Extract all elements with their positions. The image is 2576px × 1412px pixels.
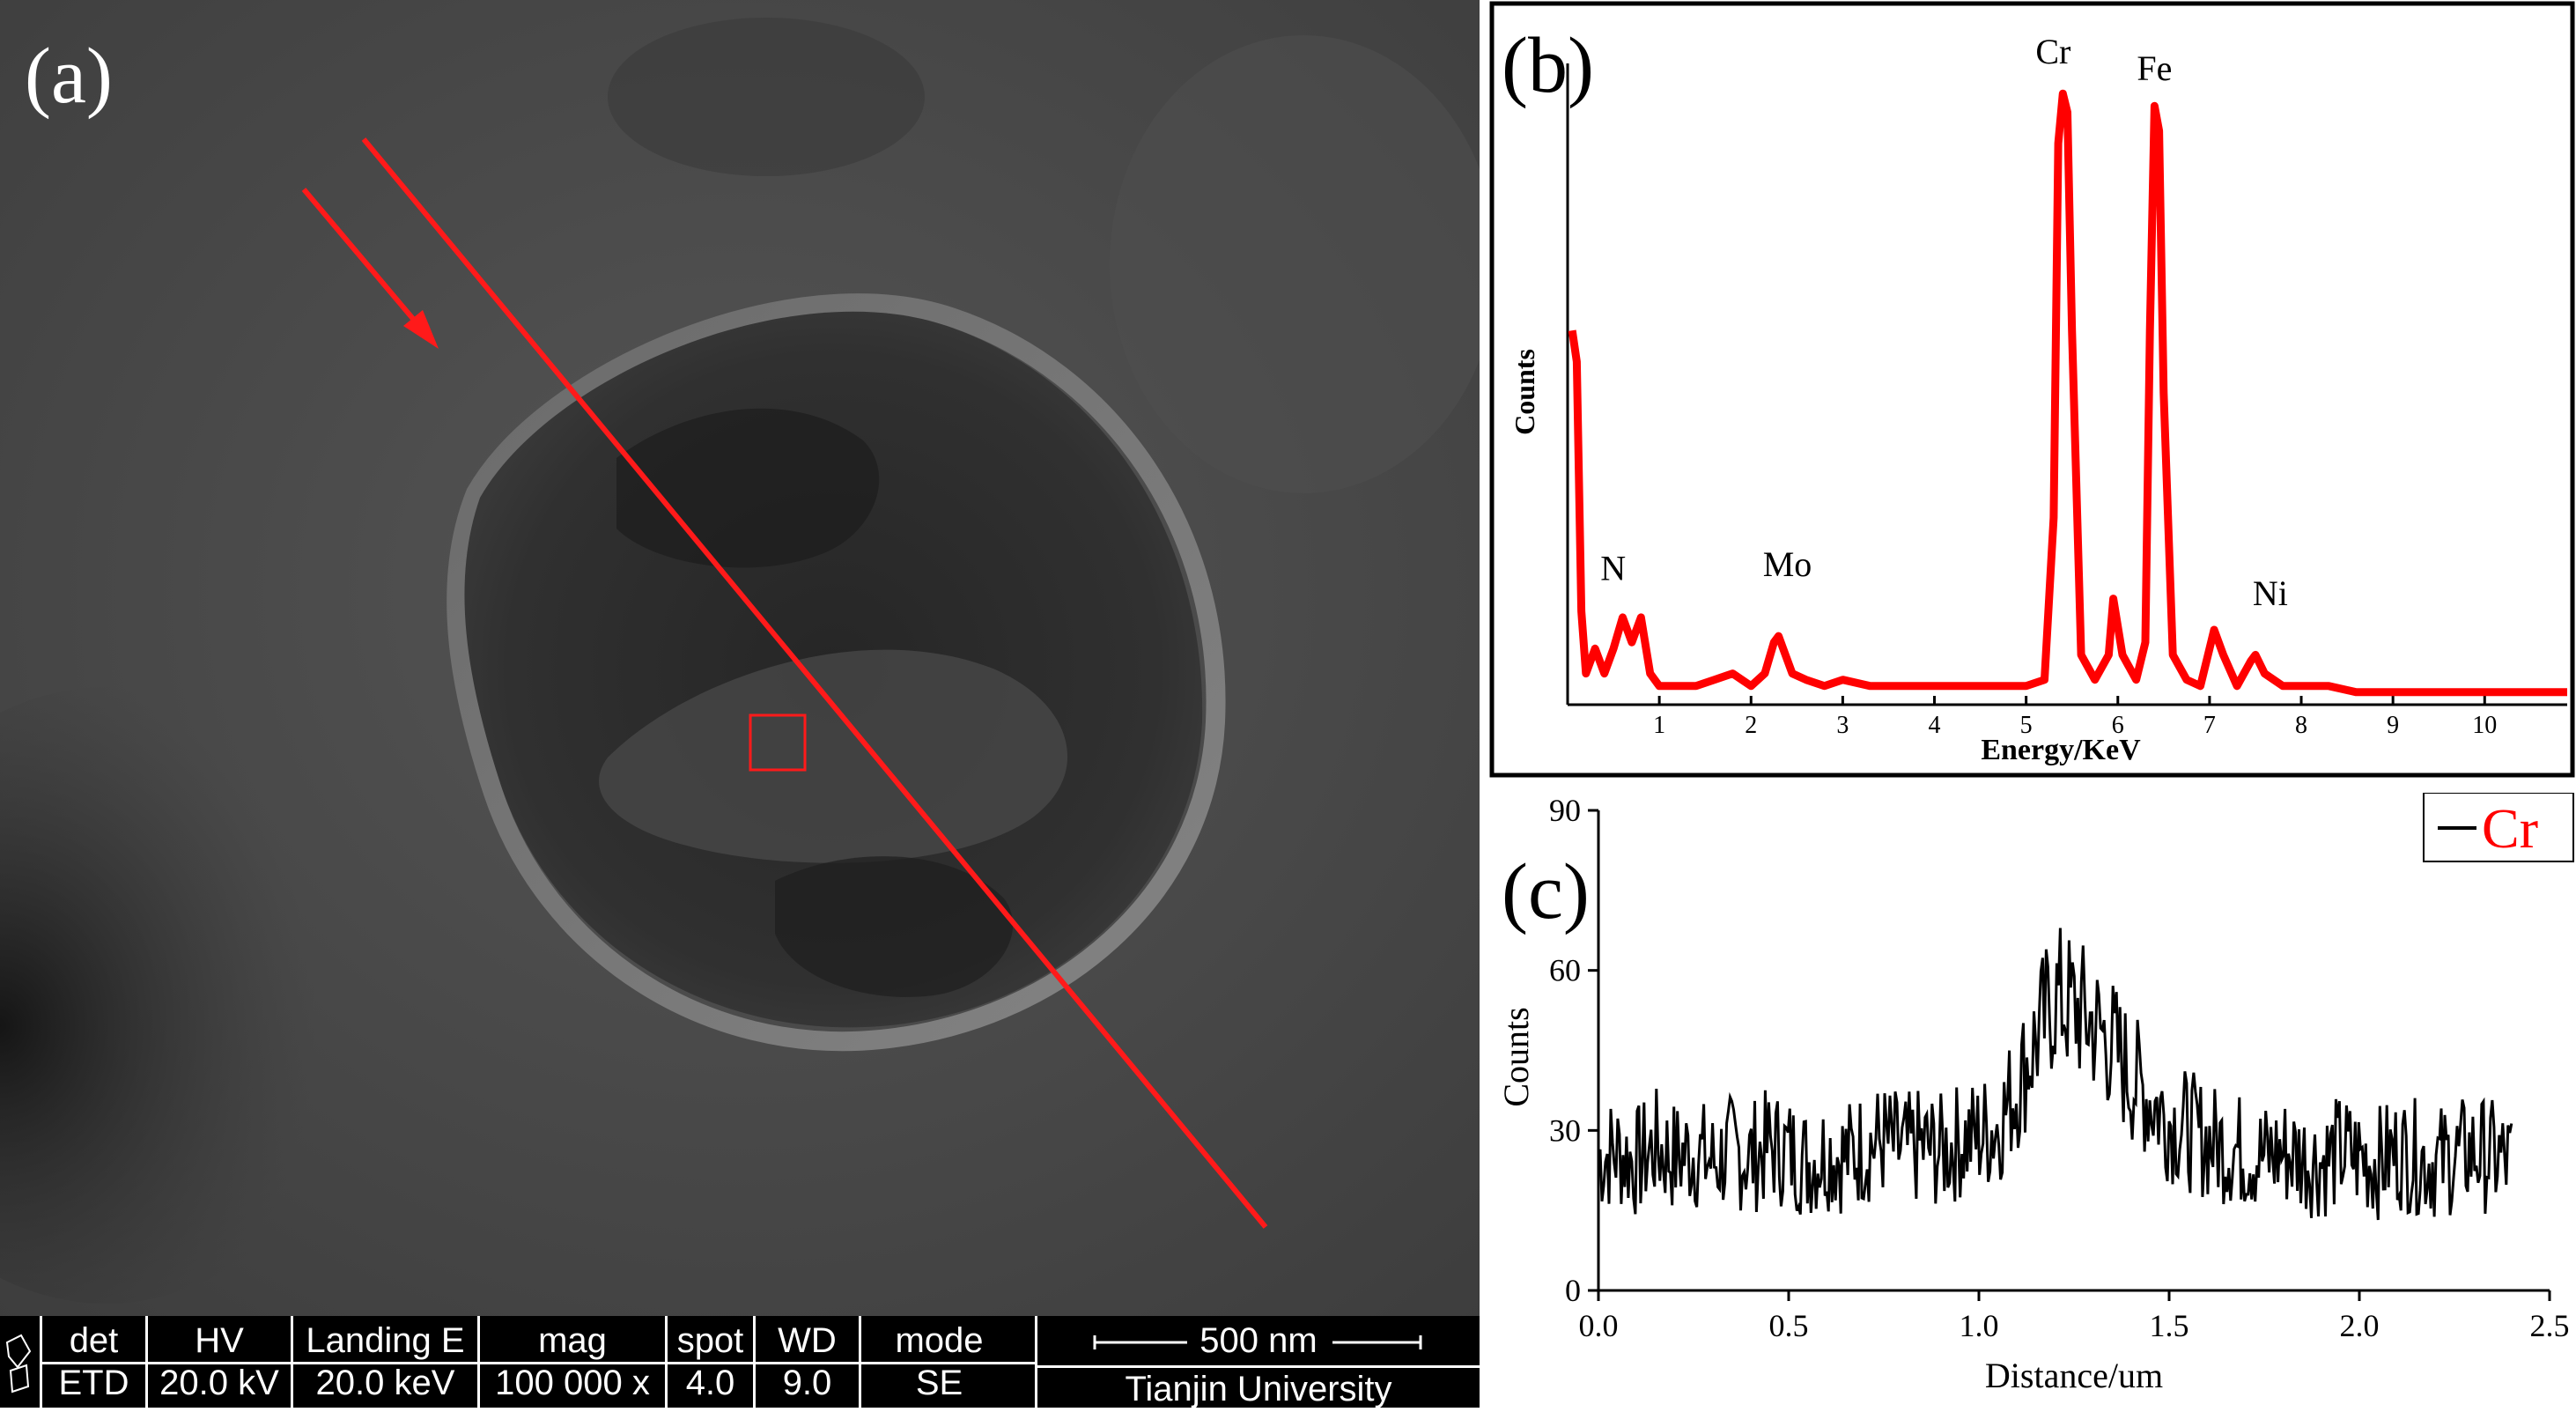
dark-region-left [0,687,370,1304]
peak-label-cr: Cr [2035,32,2070,71]
y-axis-label: Counts [1496,1007,1536,1106]
sem-logo-cell [0,1316,37,1408]
peak-label-ni: Ni [2253,573,2288,613]
panel-label-b: (b) [1502,22,1594,109]
x-tick-label: 1.5 [2150,1308,2189,1343]
y-tick-label: 60 [1549,953,1581,988]
sem-column-landing-e: Landing E 20.0 keV [291,1316,477,1408]
y-tick-label: 0 [1565,1273,1581,1308]
x-axis-label: Distance/um [1985,1356,2163,1395]
peak-label-mo: Mo [1763,544,1812,584]
x-tick-label: 2.0 [2340,1308,2380,1343]
sem-column-header: WD [778,1321,837,1360]
cr-line-scan [1597,928,2513,1221]
sem-column-header: spot [676,1321,744,1360]
sem-column-value: 100 000 x [495,1364,650,1402]
line-scan-panel: 0.0 0.5 1.0 1.5 2.0 2.5 0 30 60 90 Cr Distance/um Co… [1488,792,2576,1408]
legend: Cr [2423,792,2574,862]
scale-bar [1093,1323,1422,1362]
sem-divider [40,1362,1035,1364]
sem-column-value: ETD [58,1364,129,1402]
x-tick-label: 8 [2295,712,2307,739]
fei-logo-icon [5,1334,32,1394]
sem-column-wd: WD 9.0 mm [753,1316,859,1408]
sem-column-header: det [69,1321,119,1360]
sem-column-value: 9.0 mm [778,1364,837,1408]
peak-label-n: N [1600,549,1626,588]
sem-column-header: Landing E [306,1321,465,1360]
y-tick-label: 90 [1549,793,1581,828]
x-tick-label: 1 [1653,712,1665,739]
y-tick-label: 30 [1549,1113,1581,1148]
legend-label: Cr [2482,797,2538,860]
x-tick-label: 0.0 [1579,1308,1619,1343]
x-tick-label: 7 [2203,712,2216,739]
y-axis-label: Counts [1509,349,1540,435]
sem-column-mode: mode SE [859,1316,1017,1408]
x-tick-label: 4 [1929,712,1941,739]
x-tick-label: 5 [2020,712,2033,739]
sem-column-value: 20.0 kV [159,1364,279,1402]
sem-column-value: 4.0 [685,1364,735,1402]
x-tick-label: 9 [2387,712,2399,739]
sem-column-mag: mag 100 000 x [477,1316,665,1408]
x-axis-label: Energy/KeV [1981,734,2141,766]
inclusion-band [599,649,1068,863]
x-tick-label: 10 [2472,712,2497,739]
x-tick-label: 1.0 [1960,1308,1999,1343]
sem-column-value: 20.0 keV [315,1364,455,1402]
x-tick-label: 0.5 [1769,1308,1809,1343]
scale-bar-label: 500 nm [1199,1321,1318,1360]
x-tick-label: 2 [1745,712,1757,739]
sem-column-header: mode [895,1321,984,1360]
x-tick-label: 6 [2112,712,2124,739]
scale-bar-cell: 500 nm Tianjin University [1035,1316,1480,1408]
eds-spot-box [749,713,807,772]
chart-frame [1489,1,2575,778]
scan-direction-arrow [301,188,425,332]
sem-column-header: HV [195,1321,244,1360]
line-scan-path [361,137,1268,1229]
sem-micrograph [0,0,1480,1316]
sem-image-panel: (a) det ETD HV 20.0 kV Landing E 20.0 keV mag 1… [0,0,1480,1408]
sem-info-bar: det ETD HV 20.0 kV Landing E 20.0 keV mag 100 0… [0,1316,1480,1408]
x-tick-label: 3 [1836,712,1849,739]
eds-spectrum-chart: 1 2 3 4 5 6 7 8 9 10 N Mo Cr Fe Ni Energy/KeV Counts [1489,1,2575,778]
x-tick-label: 2.5 [2530,1308,2570,1343]
line-scan-chart: 0.0 0.5 1.0 1.5 2.0 2.5 0 30 60 90 Cr Distance/um Co… [1496,792,2574,1395]
eds-spectrum-panel: 1 2 3 4 5 6 7 8 9 10 N Mo Cr Fe Ni Energy/KeV Counts [1488,0,2576,780]
sem-column-value: SE [915,1364,963,1402]
sem-column-header: mag [538,1321,607,1360]
panel-label-a: (a) [25,33,113,120]
spectrum-line [1568,89,2567,697]
sem-column-hv: HV 20.0 kV [145,1316,291,1408]
panel-label-c: (c) [1502,848,1590,935]
peak-label-fe: Fe [2137,48,2172,88]
organization-label: Tianjin University [1037,1365,1480,1408]
